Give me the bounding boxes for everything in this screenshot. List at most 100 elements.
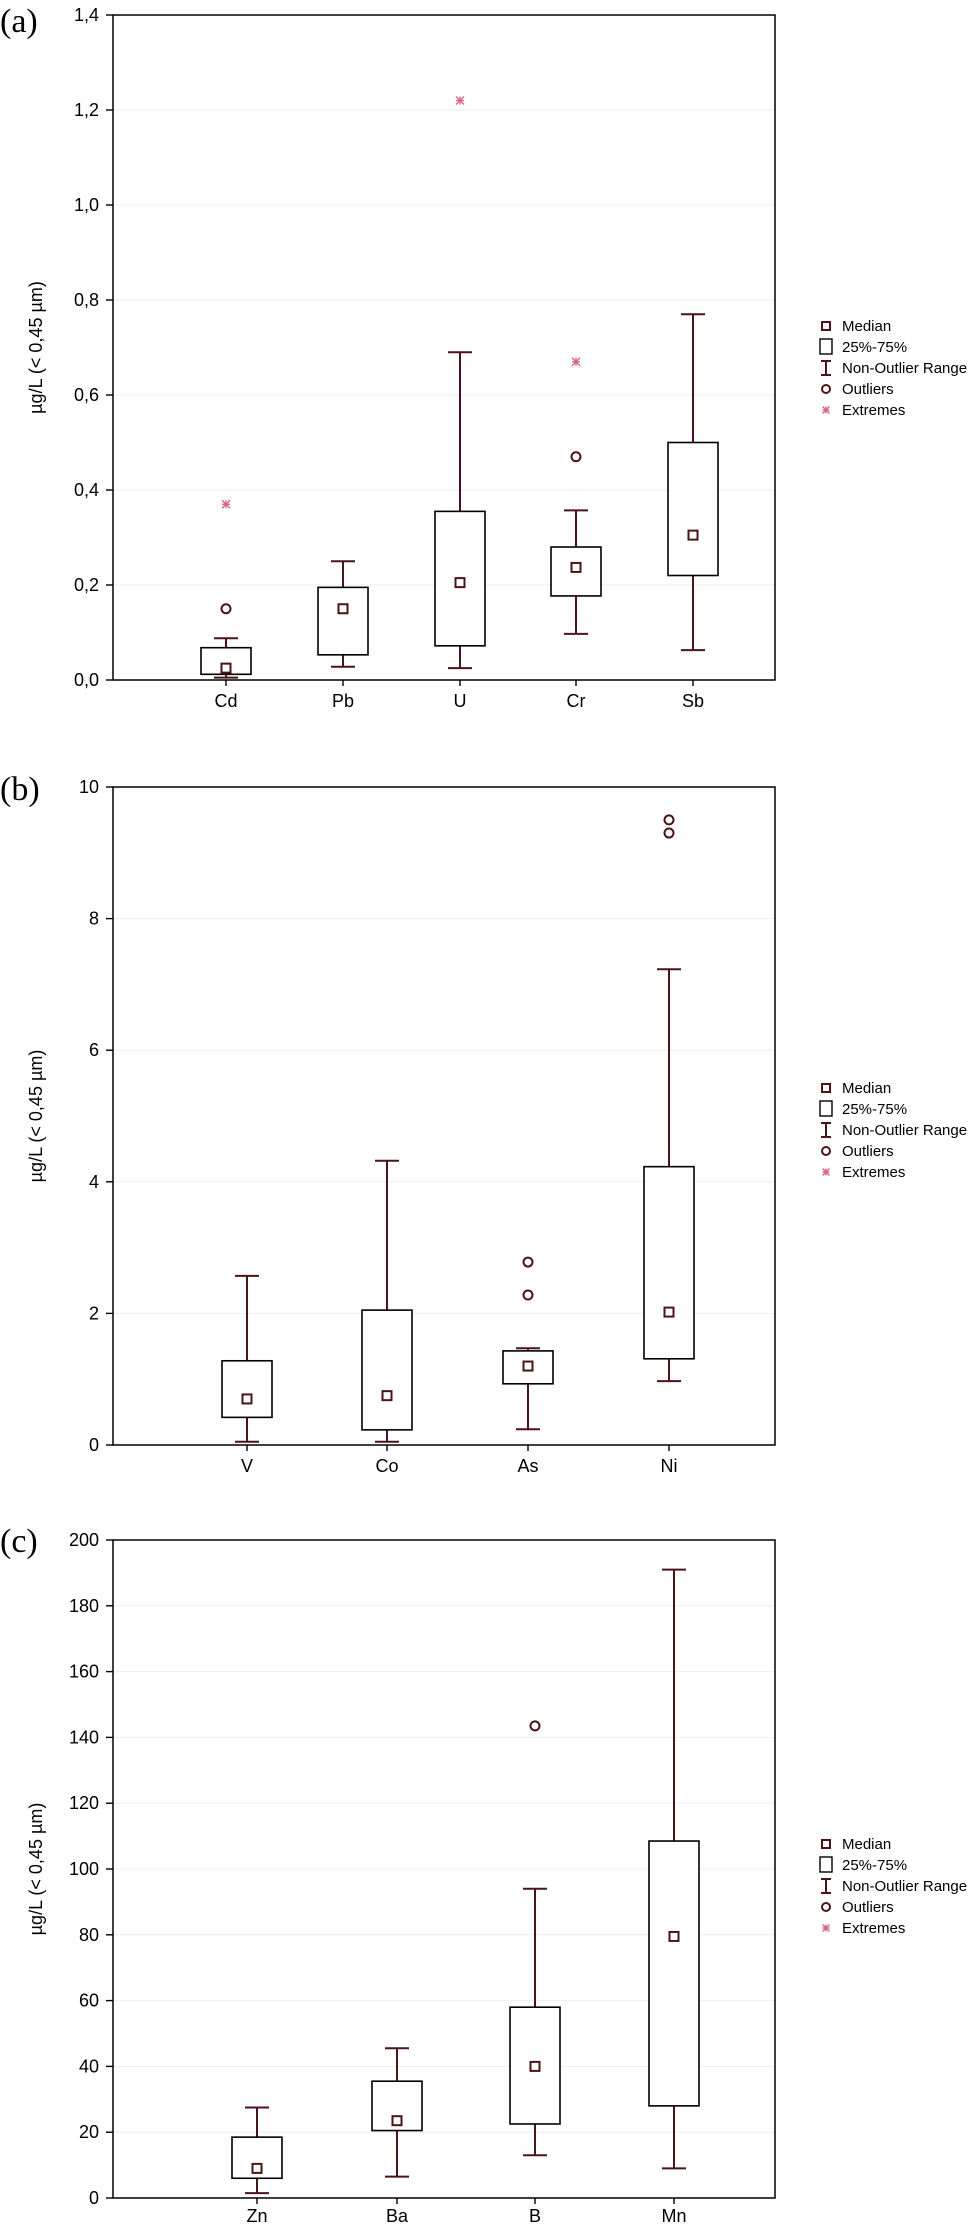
legend-extreme-icon: [822, 1168, 830, 1176]
outlier-point: [529, 1720, 541, 1732]
extreme-stroke: [221, 499, 231, 509]
iqr-box: [643, 1165, 695, 1360]
extreme-point: [221, 499, 231, 509]
box-Zn: [231, 2106, 283, 2195]
legend-median-label: Median: [842, 1836, 891, 1853]
y-tick-label: 200: [69, 1530, 99, 1550]
y-tick-label: 0,8: [74, 290, 99, 310]
y-tick-label: 100: [69, 1859, 99, 1879]
iqr-box: [221, 1359, 273, 1419]
y-tick-label: 10: [79, 777, 99, 797]
legend-median-label: Median: [842, 318, 891, 335]
box-Ni: [643, 814, 695, 1383]
legend-outlier-label: Outliers: [842, 1143, 894, 1160]
x-category-label: Pb: [332, 691, 354, 711]
box-Cr: [550, 357, 602, 635]
legend-median-icon: [821, 1839, 831, 1849]
legend-extreme-label: Extremes: [842, 1920, 905, 1937]
outlier-point: [522, 1289, 534, 1301]
y-tick-label: 0,6: [74, 385, 99, 405]
legend-box-icon: [819, 1856, 833, 1873]
median-marker: [381, 1390, 393, 1402]
box-As: [502, 1256, 554, 1431]
y-tick-label: 120: [69, 1793, 99, 1813]
median-marker: [522, 1360, 534, 1372]
legend-box-icon: [819, 1100, 833, 1117]
legend-median-icon: [821, 321, 831, 331]
legend-range-label: Non-Outlier Range: [842, 1878, 967, 1895]
y-tick-label: 160: [69, 1662, 99, 1682]
legend-extreme-label: Extremes: [842, 402, 905, 419]
legend-outlier-label: Outliers: [842, 381, 894, 398]
y-tick-label: 4: [89, 1172, 99, 1192]
y-tick-label: 8: [89, 909, 99, 929]
legend-extreme-icon: [822, 406, 830, 414]
y-tick-label: 40: [79, 2056, 99, 2076]
median-marker: [391, 2115, 403, 2127]
extreme-stroke: [455, 96, 465, 105]
legend-outlier-icon: [821, 1902, 831, 1912]
plot-frame: [112, 14, 776, 681]
box-Ba: [371, 2047, 423, 2178]
y-tick-label: 140: [69, 1727, 99, 1747]
y-tick-label: 20: [79, 2122, 99, 2142]
legend-extreme-icon: [822, 1924, 830, 1932]
x-category-label: Sb: [682, 691, 704, 711]
median-marker: [529, 2060, 541, 2072]
extreme-stroke: [571, 357, 581, 367]
extreme-point: [571, 357, 581, 367]
legend: Median 25%-75% Non-Outlier Range Outliers Ex…: [819, 1836, 967, 1937]
iqr-box: [371, 2080, 423, 2132]
y-tick-label: 80: [79, 1925, 99, 1945]
box-Cd: [200, 499, 252, 679]
extreme-stroke: [822, 1924, 830, 1932]
y-tick-label: 0: [89, 1435, 99, 1455]
iqr-box: [317, 586, 369, 656]
y-tick-label: 0,2: [74, 575, 99, 595]
box-U: [434, 96, 486, 670]
outlier-point: [570, 451, 582, 463]
legend-box-icon: [819, 338, 833, 355]
legend-median-label: Median: [842, 1080, 891, 1097]
y-tick-label: 6: [89, 1040, 99, 1060]
chart-panel-3: (c) 0 20 40 60 80 100 120 140 160 180 200 µg/L (< 0,…: [0, 1523, 967, 2226]
x-category-label: Ni: [661, 1456, 678, 1476]
y-axis-label: µg/L (< 0,45 µm): [26, 1803, 46, 1936]
y-tick-label: 0,0: [74, 670, 99, 690]
y-tick-label: 1,4: [74, 5, 99, 25]
y-tick-label: 0,4: [74, 480, 99, 500]
x-category-label: Zn: [246, 2206, 267, 2226]
panel-letter: (c): [0, 1523, 38, 1560]
median-marker: [668, 1930, 680, 1942]
y-tick-label: 60: [79, 1991, 99, 2011]
extreme-point: [455, 96, 465, 105]
x-category-label: Co: [375, 1456, 398, 1476]
y-tick-label: 0: [89, 2188, 99, 2208]
median-marker: [220, 662, 232, 674]
legend-range-label: Non-Outlier Range: [842, 360, 967, 377]
legend: Median 25%-75% Non-Outlier Range Outliers Ex…: [819, 318, 967, 419]
iqr-box: [648, 1840, 700, 2107]
x-category-label: V: [241, 1456, 253, 1476]
legend-outlier-icon: [821, 384, 831, 394]
legend-extreme-label: Extremes: [842, 1164, 905, 1181]
y-tick-label: 180: [69, 1596, 99, 1616]
box-V: [221, 1274, 273, 1443]
box-Sb: [667, 313, 719, 652]
legend-outlier-icon: [821, 1146, 831, 1156]
legend-median-icon: [821, 1083, 831, 1093]
median-marker: [241, 1393, 253, 1405]
box-Pb: [317, 560, 369, 668]
outlier-point: [220, 603, 232, 615]
x-category-label: Cr: [567, 691, 586, 711]
median-marker: [454, 577, 466, 589]
extreme-stroke: [822, 1168, 830, 1176]
median-marker: [337, 603, 349, 615]
legend: Median 25%-75% Non-Outlier Range Outliers Ex…: [819, 1080, 967, 1181]
iqr-box: [667, 441, 719, 577]
y-tick-label: 2: [89, 1303, 99, 1323]
box-Mn: [648, 1568, 700, 2170]
x-category-label: Cd: [214, 691, 237, 711]
chart-panel-1: (a) 0,0 0,2 0,4 0,6 0,8 1,0 1,2 1,4 µg/L (< 0,45 …: [0, 3, 967, 711]
box-Co: [361, 1159, 413, 1443]
